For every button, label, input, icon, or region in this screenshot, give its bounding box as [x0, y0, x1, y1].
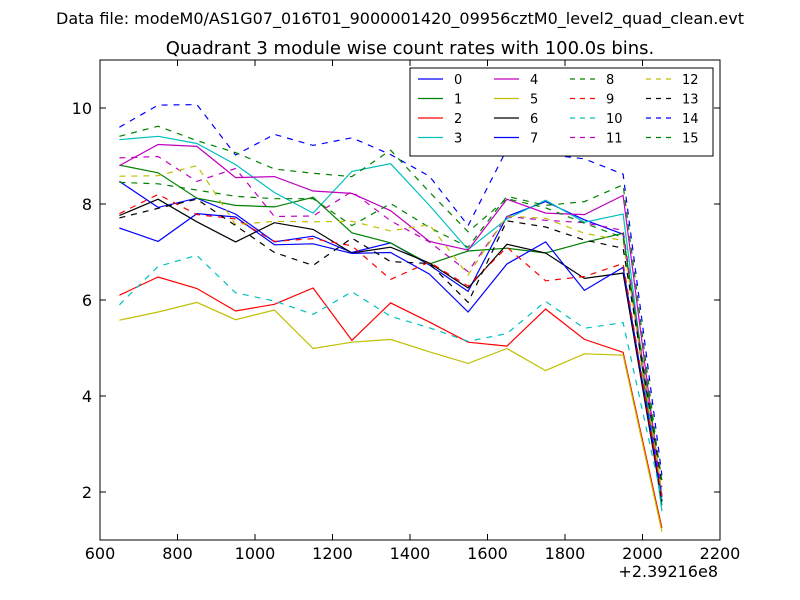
series-line-5 [119, 301, 663, 532]
legend-label-11: 11 [606, 132, 623, 147]
legend-label-9: 9 [606, 93, 614, 108]
y-tick-label: 10 [72, 99, 92, 118]
y-tick-label: 6 [82, 291, 92, 310]
legend-label-2: 2 [454, 112, 462, 127]
chart-title: Quadrant 3 module wise count rates with … [166, 38, 655, 59]
y-axis: 2 4 6 8 10 [72, 99, 720, 502]
series-line-1 [119, 164, 663, 506]
y-tick-label: 2 [82, 483, 92, 502]
x-tick-label: 1200 [312, 544, 353, 563]
series-line-4 [119, 143, 663, 497]
y-tick-label: 8 [82, 195, 92, 214]
series-line-13 [119, 198, 663, 483]
series-line-8 [119, 181, 663, 488]
legend-label-3: 3 [454, 132, 462, 147]
legend-label-0: 0 [454, 73, 462, 88]
x-tick-label: 1000 [235, 544, 276, 563]
x-axis: 600 800 1000 1200 1400 1600 1800 2000 2200 [85, 60, 741, 563]
series-line-3 [119, 135, 663, 512]
series-line-12 [119, 164, 663, 493]
series-line-6 [119, 198, 663, 502]
legend-label-6: 6 [530, 112, 538, 127]
x-tick-label: 600 [85, 544, 116, 563]
series-line-9 [119, 193, 663, 497]
series-line-0 [119, 180, 663, 502]
legend-label-5: 5 [530, 93, 538, 108]
legend-box [409, 67, 714, 157]
legend-label-13: 13 [682, 93, 699, 108]
series-line-10 [118, 254, 663, 500]
x-tick-label: 1800 [545, 544, 586, 563]
plot-lines [118, 103, 663, 532]
legend-label-4: 4 [530, 73, 538, 88]
x-tick-label: 1400 [390, 544, 431, 563]
x-tick-label: 2200 [700, 544, 741, 563]
x-offset-label: +2.39216e8 [618, 562, 718, 581]
series-line-2 [119, 276, 663, 529]
series-line-7 [119, 212, 663, 497]
legend-label-8: 8 [606, 73, 614, 88]
x-tick-label: 2000 [622, 544, 663, 563]
chart-suptitle: Data file: modeM0/AS1G07_016T01_90000014… [56, 9, 744, 29]
legend-label-14: 14 [682, 112, 699, 127]
legend-label-15: 15 [682, 132, 699, 147]
legend-label-10: 10 [606, 112, 623, 127]
series-line-11 [119, 155, 663, 495]
series-line-14 [119, 103, 663, 476]
legend-label-7: 7 [530, 132, 538, 147]
legend-label-12: 12 [682, 73, 699, 88]
legend-label-1: 1 [454, 93, 462, 108]
x-tick-label: 800 [162, 544, 193, 563]
series-line-15 [119, 125, 663, 481]
y-tick-label: 4 [82, 387, 92, 406]
x-tick-label: 1600 [467, 544, 508, 563]
